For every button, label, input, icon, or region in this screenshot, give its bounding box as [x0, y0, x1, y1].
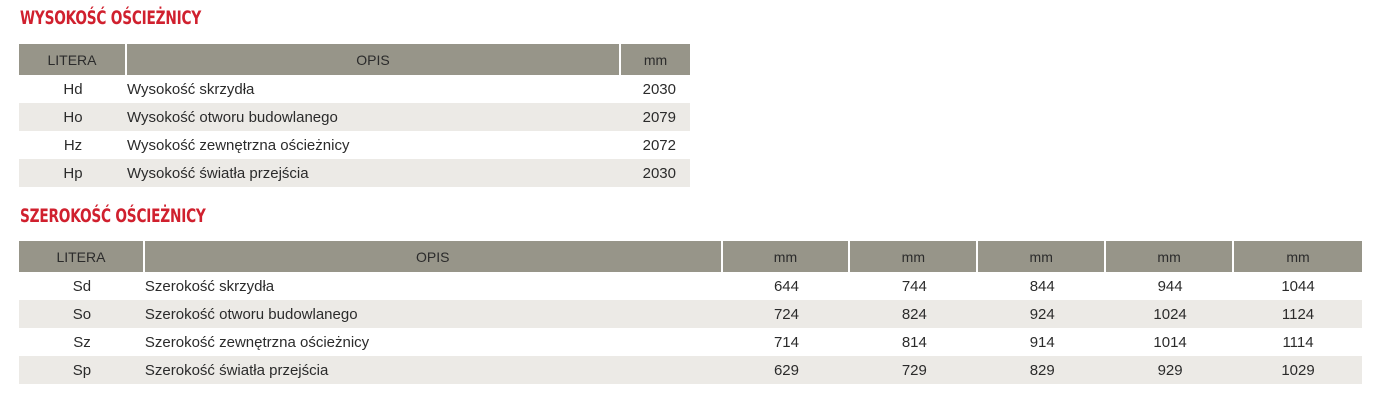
table-row: Hz Wysokość zewnętrzna ościeżnicy 2072 [19, 131, 690, 159]
row-value: 744 [901, 277, 927, 295]
row-value: 924 [978, 300, 1107, 328]
row-letter: So [19, 300, 145, 328]
row-value: 814 [901, 333, 927, 351]
row-value: 714 [773, 333, 799, 351]
row-value: 2072 [642, 136, 676, 154]
row-letter: Hp [19, 159, 127, 187]
header-desc: OPIS [144, 241, 723, 272]
row-letter: Hz [63, 136, 83, 154]
row-value: 944 [1157, 277, 1183, 295]
row-desc: Wysokość światła przejścia [127, 159, 621, 187]
row-letter: Ho [19, 103, 127, 131]
row-letter: Sd [72, 277, 92, 295]
row-letter: Sz [73, 333, 91, 351]
table-row: Ho Wysokość otworu budowlanego 2079 [19, 103, 690, 131]
height-section-title: WYSOKOŚĆ OŚCIEŻNICY [20, 7, 202, 29]
width-section-title: SZEROKOŚĆ OŚCIEŻNICY [20, 205, 206, 227]
row-value: 2030 [621, 159, 690, 187]
row-desc: Szerokość skrzydła [144, 277, 275, 295]
row-value: 724 [722, 300, 851, 328]
header-desc: OPIS [127, 44, 621, 75]
row-desc: Wysokość skrzydła [127, 80, 255, 98]
row-value: 1024 [1106, 300, 1235, 328]
row-value: 829 [978, 356, 1107, 384]
row-desc: Szerokość zewnętrzna ościeżnicy [144, 333, 370, 351]
row-value: 929 [1106, 356, 1235, 384]
header-unit: mm [978, 241, 1107, 272]
height-table: LITERA OPIS mm Hd Wysokość skrzydła 2030… [19, 44, 690, 187]
header-letter: LITERA [19, 241, 145, 272]
row-desc: Wysokość otworu budowlanego [127, 103, 621, 131]
row-value: 914 [1029, 333, 1055, 351]
row-value: 2030 [642, 80, 676, 98]
header-unit: mm [1234, 241, 1362, 272]
row-value: 629 [722, 356, 851, 384]
row-value: 1044 [1281, 277, 1315, 295]
header-unit: mm [850, 241, 979, 272]
row-value: 729 [850, 356, 979, 384]
row-letter: Sp [19, 356, 145, 384]
row-letter: Hd [63, 80, 83, 98]
table-row: Sp Szerokość światła przejścia 629 729 8… [19, 356, 1362, 384]
width-table: LITERA OPIS mm mm mm mm mm Sd Szerokość … [19, 241, 1362, 384]
table-row: Sz Szerokość zewnętrzna ościeżnicy 714 8… [19, 328, 1362, 356]
header-unit: mm [1106, 241, 1235, 272]
height-table-header: LITERA OPIS mm [19, 44, 690, 75]
row-value: 1114 [1282, 333, 1314, 351]
header-unit: mm [722, 241, 851, 272]
table-row: Hd Wysokość skrzydła 2030 [19, 75, 690, 103]
row-desc: Szerokość światła przejścia [144, 356, 723, 384]
table-row: Sd Szerokość skrzydła 644 744 844 944 10… [19, 272, 1362, 300]
row-value: 2079 [621, 103, 690, 131]
table-row: So Szerokość otworu budowlanego 724 824 … [19, 300, 1362, 328]
row-value: 1124 [1234, 300, 1362, 328]
row-value: 1014 [1153, 333, 1187, 351]
row-value: 844 [1029, 277, 1055, 295]
width-table-header: LITERA OPIS mm mm mm mm mm [19, 241, 1362, 272]
row-desc: Szerokość otworu budowlanego [144, 300, 723, 328]
row-value: 1029 [1234, 356, 1362, 384]
row-value: 644 [773, 277, 799, 295]
table-row: Hp Wysokość światła przejścia 2030 [19, 159, 690, 187]
row-value: 824 [850, 300, 979, 328]
header-unit: mm [621, 44, 690, 75]
header-letter: LITERA [19, 44, 127, 75]
row-desc: Wysokość zewnętrzna ościeżnicy [127, 136, 350, 154]
